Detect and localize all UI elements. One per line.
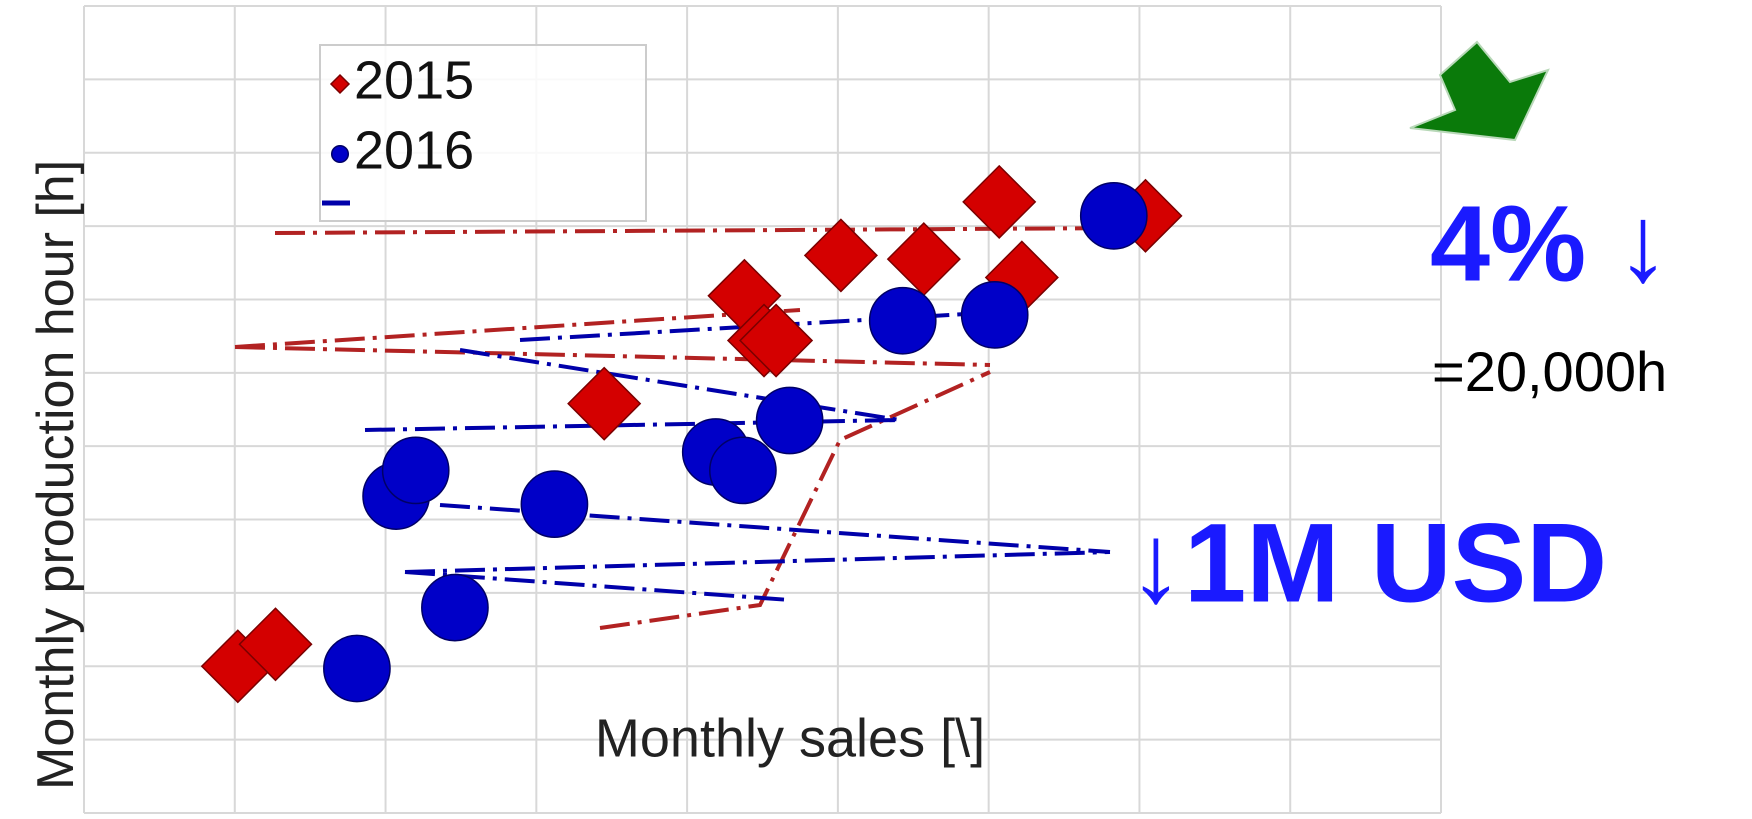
legend-box <box>319 44 647 222</box>
annotation: ↓1M USD <box>1128 501 1607 626</box>
point <box>739 303 814 378</box>
x-axis-label: Monthly sales [\] <box>595 708 985 768</box>
legend-label: 2015 <box>354 50 474 110</box>
point <box>567 366 642 441</box>
fit-line <box>459 348 901 422</box>
fit-line <box>404 570 791 602</box>
point <box>520 470 589 539</box>
legend-label: 2016 <box>354 120 474 180</box>
fit-line <box>234 345 991 367</box>
fit-line <box>274 226 1131 235</box>
point <box>323 634 391 703</box>
y-axis-label: Monthly production hour [h] <box>27 159 85 790</box>
point <box>381 436 450 505</box>
arrow-icon <box>1409 40 1550 142</box>
fit-lines <box>234 226 1131 630</box>
legend-marker <box>330 144 350 164</box>
points <box>200 164 1183 704</box>
point <box>755 386 824 455</box>
point <box>962 164 1037 239</box>
point <box>803 218 878 293</box>
legend-marker <box>329 73 351 95</box>
annotation: =20,000h <box>1432 340 1667 403</box>
legend: 2015 2016 <box>329 50 474 180</box>
point <box>868 286 937 355</box>
fit-line <box>404 550 1111 574</box>
point <box>421 573 489 642</box>
fit-line <box>234 308 801 349</box>
point <box>238 607 313 682</box>
annotation: 4% ↓ <box>1430 183 1670 304</box>
fit-line <box>599 370 991 630</box>
point <box>1079 181 1148 250</box>
point <box>709 436 777 505</box>
point <box>960 280 1029 349</box>
point <box>886 222 961 297</box>
fit-line <box>364 418 901 432</box>
